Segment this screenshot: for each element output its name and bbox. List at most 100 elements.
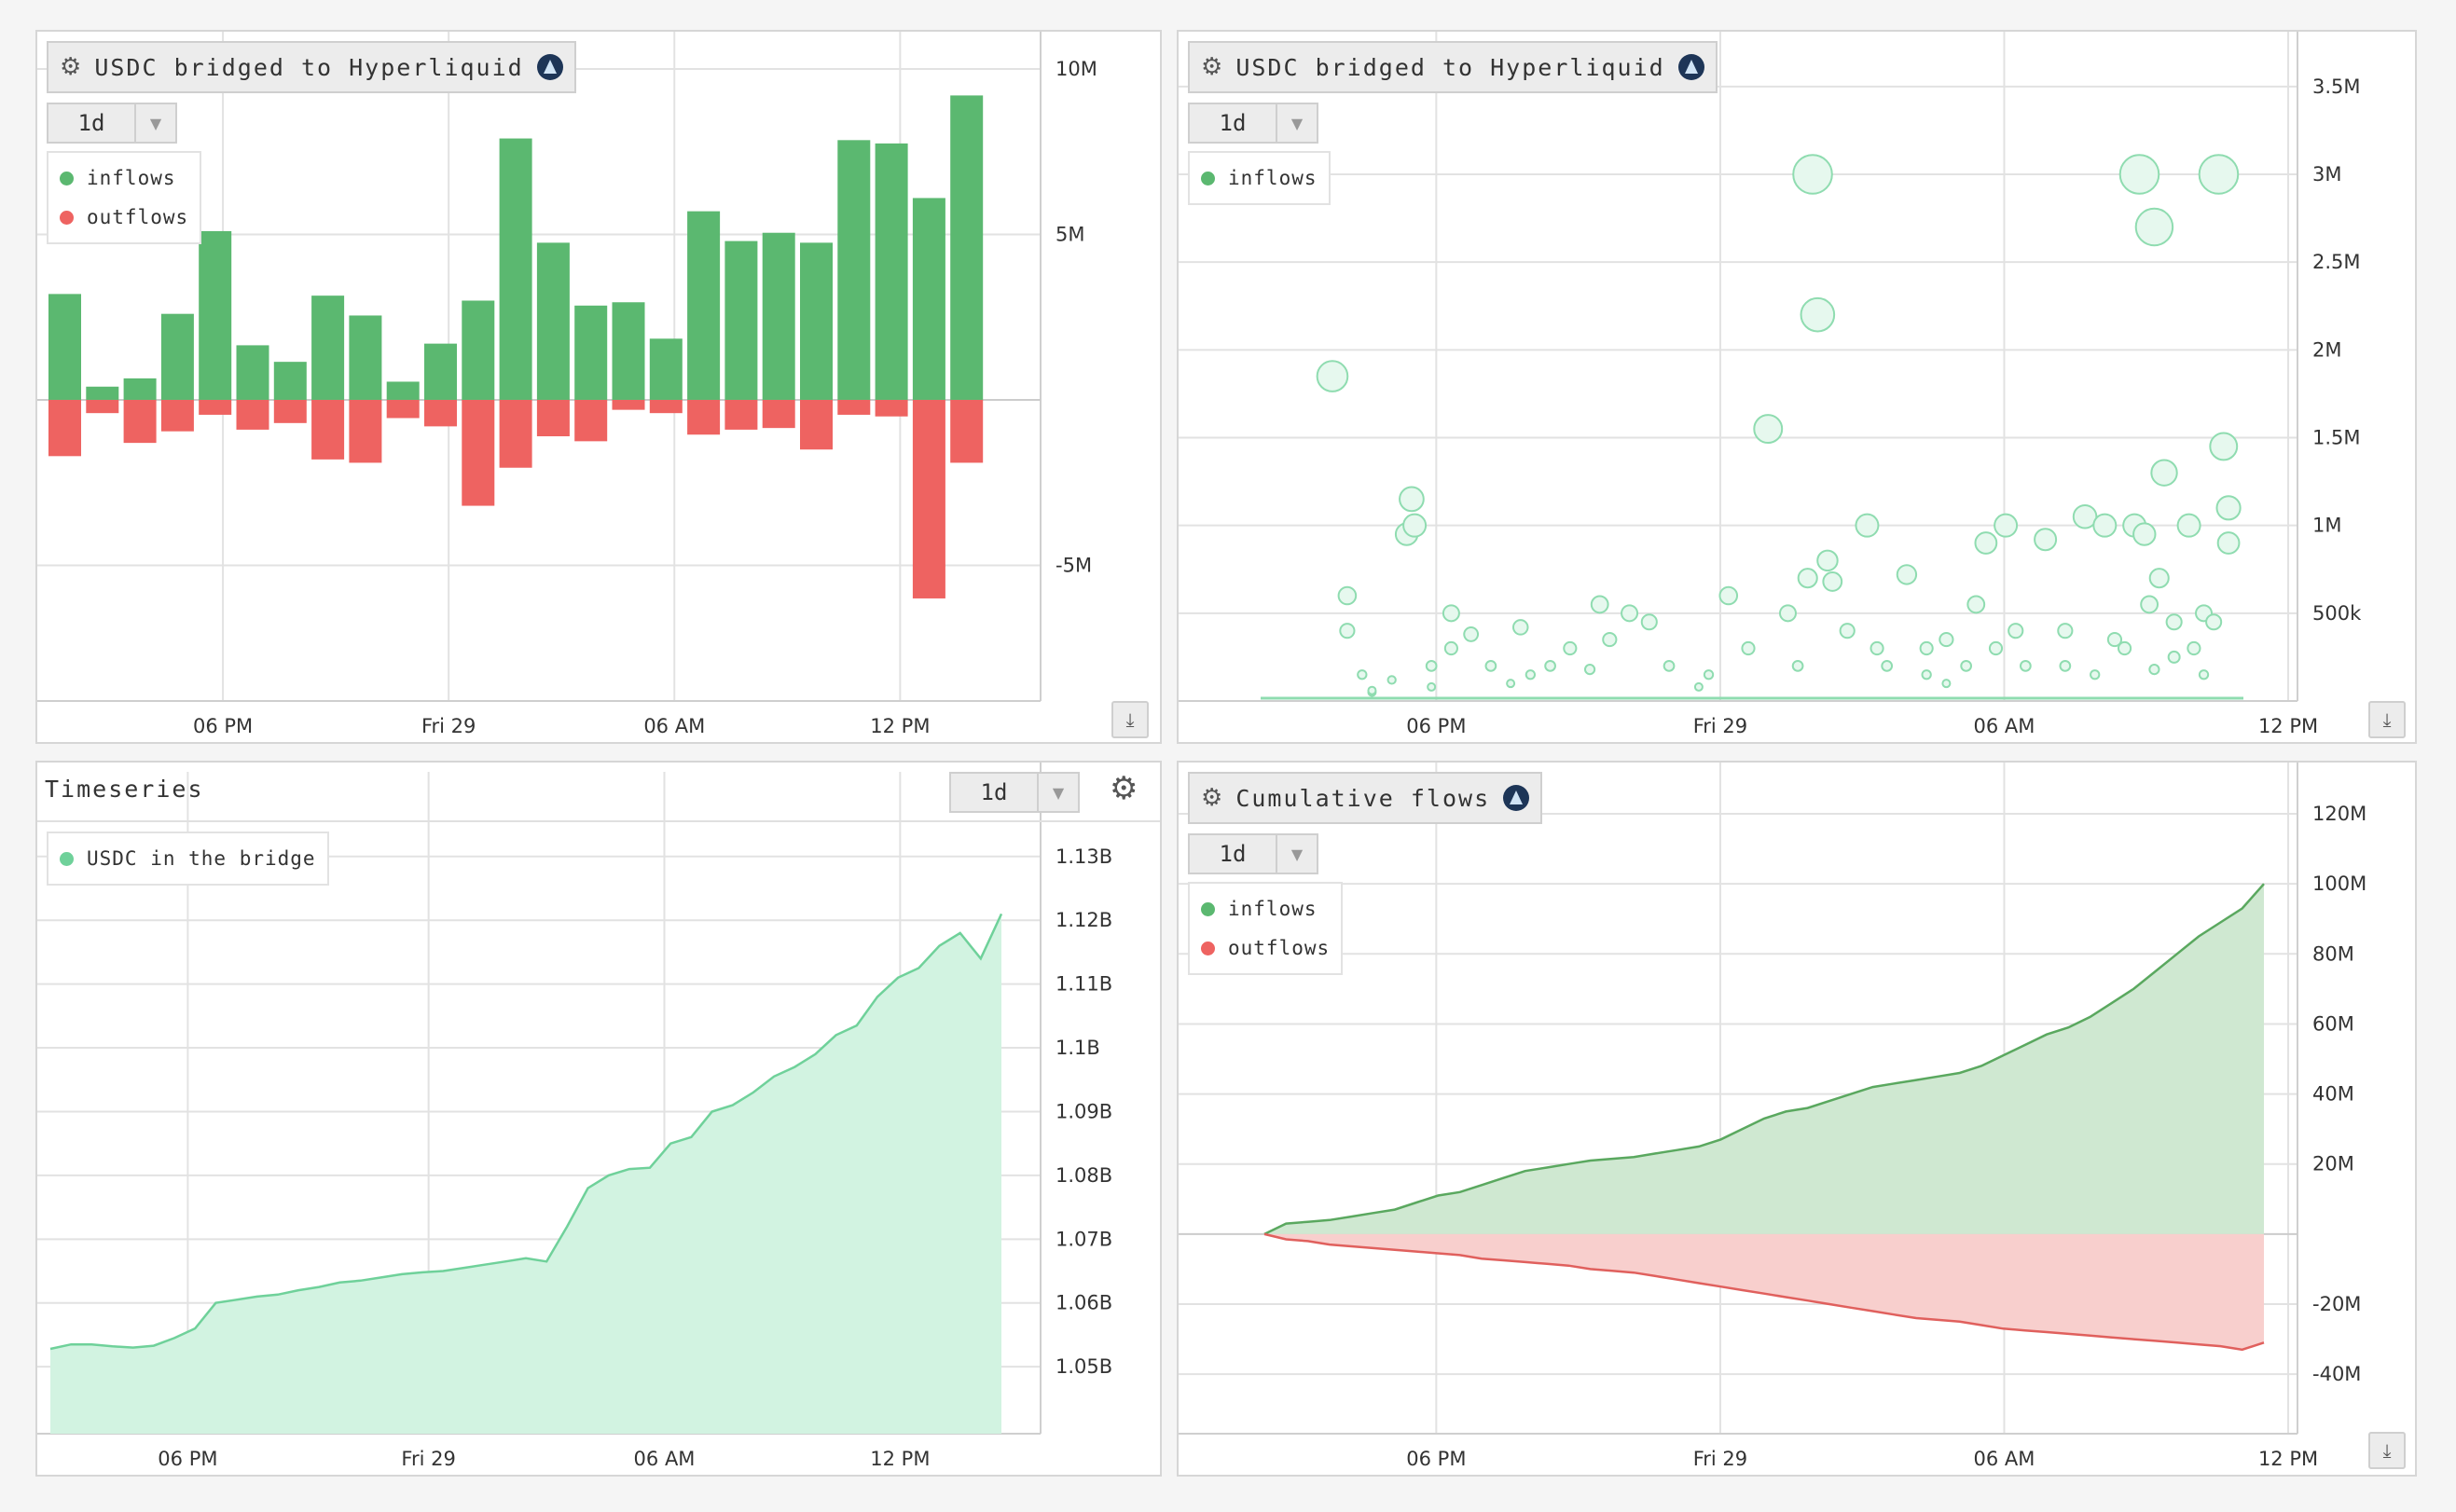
legend-dot: [1201, 901, 1215, 916]
scatter-point: [1427, 681, 1437, 692]
scatter-point: [2165, 613, 2183, 631]
bar-outflow: [612, 399, 645, 410]
x-tick-label: 12 PM: [870, 1448, 930, 1470]
bar-outflow: [536, 399, 570, 437]
y-tick-label: 3M: [2312, 163, 2341, 186]
bar-inflow: [950, 95, 984, 400]
scatter-point: [1583, 664, 1596, 676]
gear-icon[interactable]: ⚙: [1110, 770, 1138, 807]
scatter-point: [1800, 296, 1836, 333]
cumulative-title-header[interactable]: ⚙ Cumulative flows: [1188, 772, 1543, 824]
scatter-point: [2034, 528, 2058, 552]
cumulative-period-select[interactable]: 1d ▼: [1188, 833, 1318, 874]
gear-icon[interactable]: ⚙: [60, 53, 84, 81]
bar-outflow: [875, 399, 908, 417]
bar-inflow: [875, 143, 908, 400]
gear-icon[interactable]: ⚙: [1201, 784, 1225, 812]
chevron-down-icon[interactable]: ▼: [1276, 835, 1317, 873]
scatter-point: [1602, 631, 1618, 648]
y-tick-label: 40M: [2312, 1083, 2354, 1106]
scatter-point: [1939, 631, 1954, 648]
y-tick-label: 1.07B: [1056, 1228, 1112, 1250]
legend-item-inflows[interactable]: inflows: [1201, 889, 1330, 928]
timeseries-period-select[interactable]: 1d ▼: [949, 772, 1080, 813]
legend-dot: [60, 851, 74, 866]
bar-outflow: [424, 399, 457, 427]
cumulative-legend: inflows outflows: [1188, 882, 1344, 975]
bar-inflow: [724, 241, 758, 400]
timeseries-chart: 1.13B 1.12B 1.11B 1.1B 1.09B 1.08B 1.07B 1.06B 1…: [37, 763, 1112, 1470]
scatter-point: [1525, 669, 1537, 680]
bar-outflow: [311, 399, 345, 460]
legend-label: outflows: [87, 206, 189, 228]
download-icon[interactable]: ⤓: [1111, 701, 1149, 738]
y-tick-label: 120M: [2312, 803, 2366, 825]
bar-inflow: [800, 242, 833, 400]
bar-outflow: [48, 399, 81, 457]
scatter-point: [1919, 640, 1934, 656]
gear-icon[interactable]: ⚙: [1201, 53, 1225, 81]
download-icon[interactable]: ⤓: [2368, 1432, 2406, 1469]
chevron-down-icon[interactable]: ▼: [1276, 104, 1317, 142]
scatter-point: [2209, 432, 2239, 461]
y-tick-label: 1.1B: [1056, 1037, 1100, 1059]
bars-title-header[interactable]: ⚙ USDC bridged to Hyperliquid: [47, 41, 576, 93]
scatter-point: [2176, 513, 2201, 538]
scatter-point: [1337, 585, 1358, 606]
legend-item-outflows[interactable]: outflows: [1201, 928, 1330, 968]
bar-outflow: [912, 399, 945, 598]
scatter-point: [1339, 623, 1356, 639]
legend-label: outflows: [1228, 937, 1331, 959]
scatter-point: [2148, 568, 2170, 589]
scatter-point: [1387, 675, 1397, 685]
y-tick-label: -40M: [2312, 1363, 2361, 1385]
scatter-point: [1791, 659, 1804, 672]
scatter-point: [1753, 414, 1784, 445]
area-outflows: [1264, 1233, 2264, 1350]
chevron-down-icon[interactable]: ▼: [1037, 774, 1078, 811]
scatter-point: [1590, 595, 1609, 614]
scatter-point: [1621, 604, 1639, 623]
cumulative-title: Cumulative flows: [1235, 784, 1491, 812]
download-icon[interactable]: ⤓: [2368, 701, 2406, 738]
scatter-point: [2198, 669, 2210, 680]
y-tick-label: 10M: [1056, 58, 1097, 80]
scatter-point: [1640, 613, 1658, 631]
scatter-period-select[interactable]: 1d ▼: [1188, 103, 1318, 144]
bars-chart: 10M 5M -5M 06 PM Fri 29 06 AM 12 PM: [37, 32, 1097, 737]
scatter-title: USDC bridged to Hyperliquid: [1235, 53, 1665, 81]
x-tick-label: 12 PM: [2258, 1448, 2318, 1470]
scatter-point: [1399, 486, 1425, 513]
legend-item-inflows[interactable]: inflows: [60, 158, 188, 198]
y-tick-label: 20M: [2312, 1153, 2354, 1175]
scatter-point: [2092, 513, 2118, 538]
scatter-point: [1703, 669, 1715, 680]
scatter-point: [2132, 522, 2157, 546]
bar-inflow: [499, 138, 532, 400]
legend-item-usdc-bridge[interactable]: USDC in the bridge: [60, 839, 316, 878]
bar-outflow: [499, 399, 532, 468]
bars-period-select[interactable]: 1d ▼: [47, 103, 177, 144]
legend-item-inflows[interactable]: inflows: [1201, 158, 1318, 198]
scatter-point: [1988, 640, 2004, 656]
bar-inflow: [236, 345, 269, 400]
scatter-chart: 3.5M 3M 2.5M 2M 1.5M 1M 500k 06 PM Fri 29 06 AM 12…: [1179, 32, 2362, 737]
bar-inflow: [574, 305, 608, 400]
y-tick-label: 2.5M: [2312, 251, 2361, 273]
legend-item-outflows[interactable]: outflows: [60, 198, 188, 237]
bar-outflow: [86, 399, 119, 414]
bar-outflow: [349, 399, 382, 463]
scatter-point: [1816, 549, 1839, 572]
chevron-down-icon[interactable]: ▼: [134, 104, 175, 142]
y-tick-label: 1.5M: [2312, 427, 2361, 449]
y-tick-label: 60M: [2312, 1012, 2354, 1035]
y-tick-label: 1.06B: [1056, 1292, 1112, 1314]
scatter-title-header[interactable]: ⚙ USDC bridged to Hyperliquid: [1188, 41, 1718, 93]
x-tick-label: Fri 29: [1693, 1448, 1747, 1470]
bars-legend: inflows outflows: [47, 151, 202, 244]
scatter-point: [1921, 669, 1932, 680]
scatter-point: [1402, 513, 1428, 538]
scatter-point: [1960, 659, 1973, 672]
scatter-legend: inflows: [1188, 151, 1331, 205]
scatter-point: [1941, 679, 1952, 689]
